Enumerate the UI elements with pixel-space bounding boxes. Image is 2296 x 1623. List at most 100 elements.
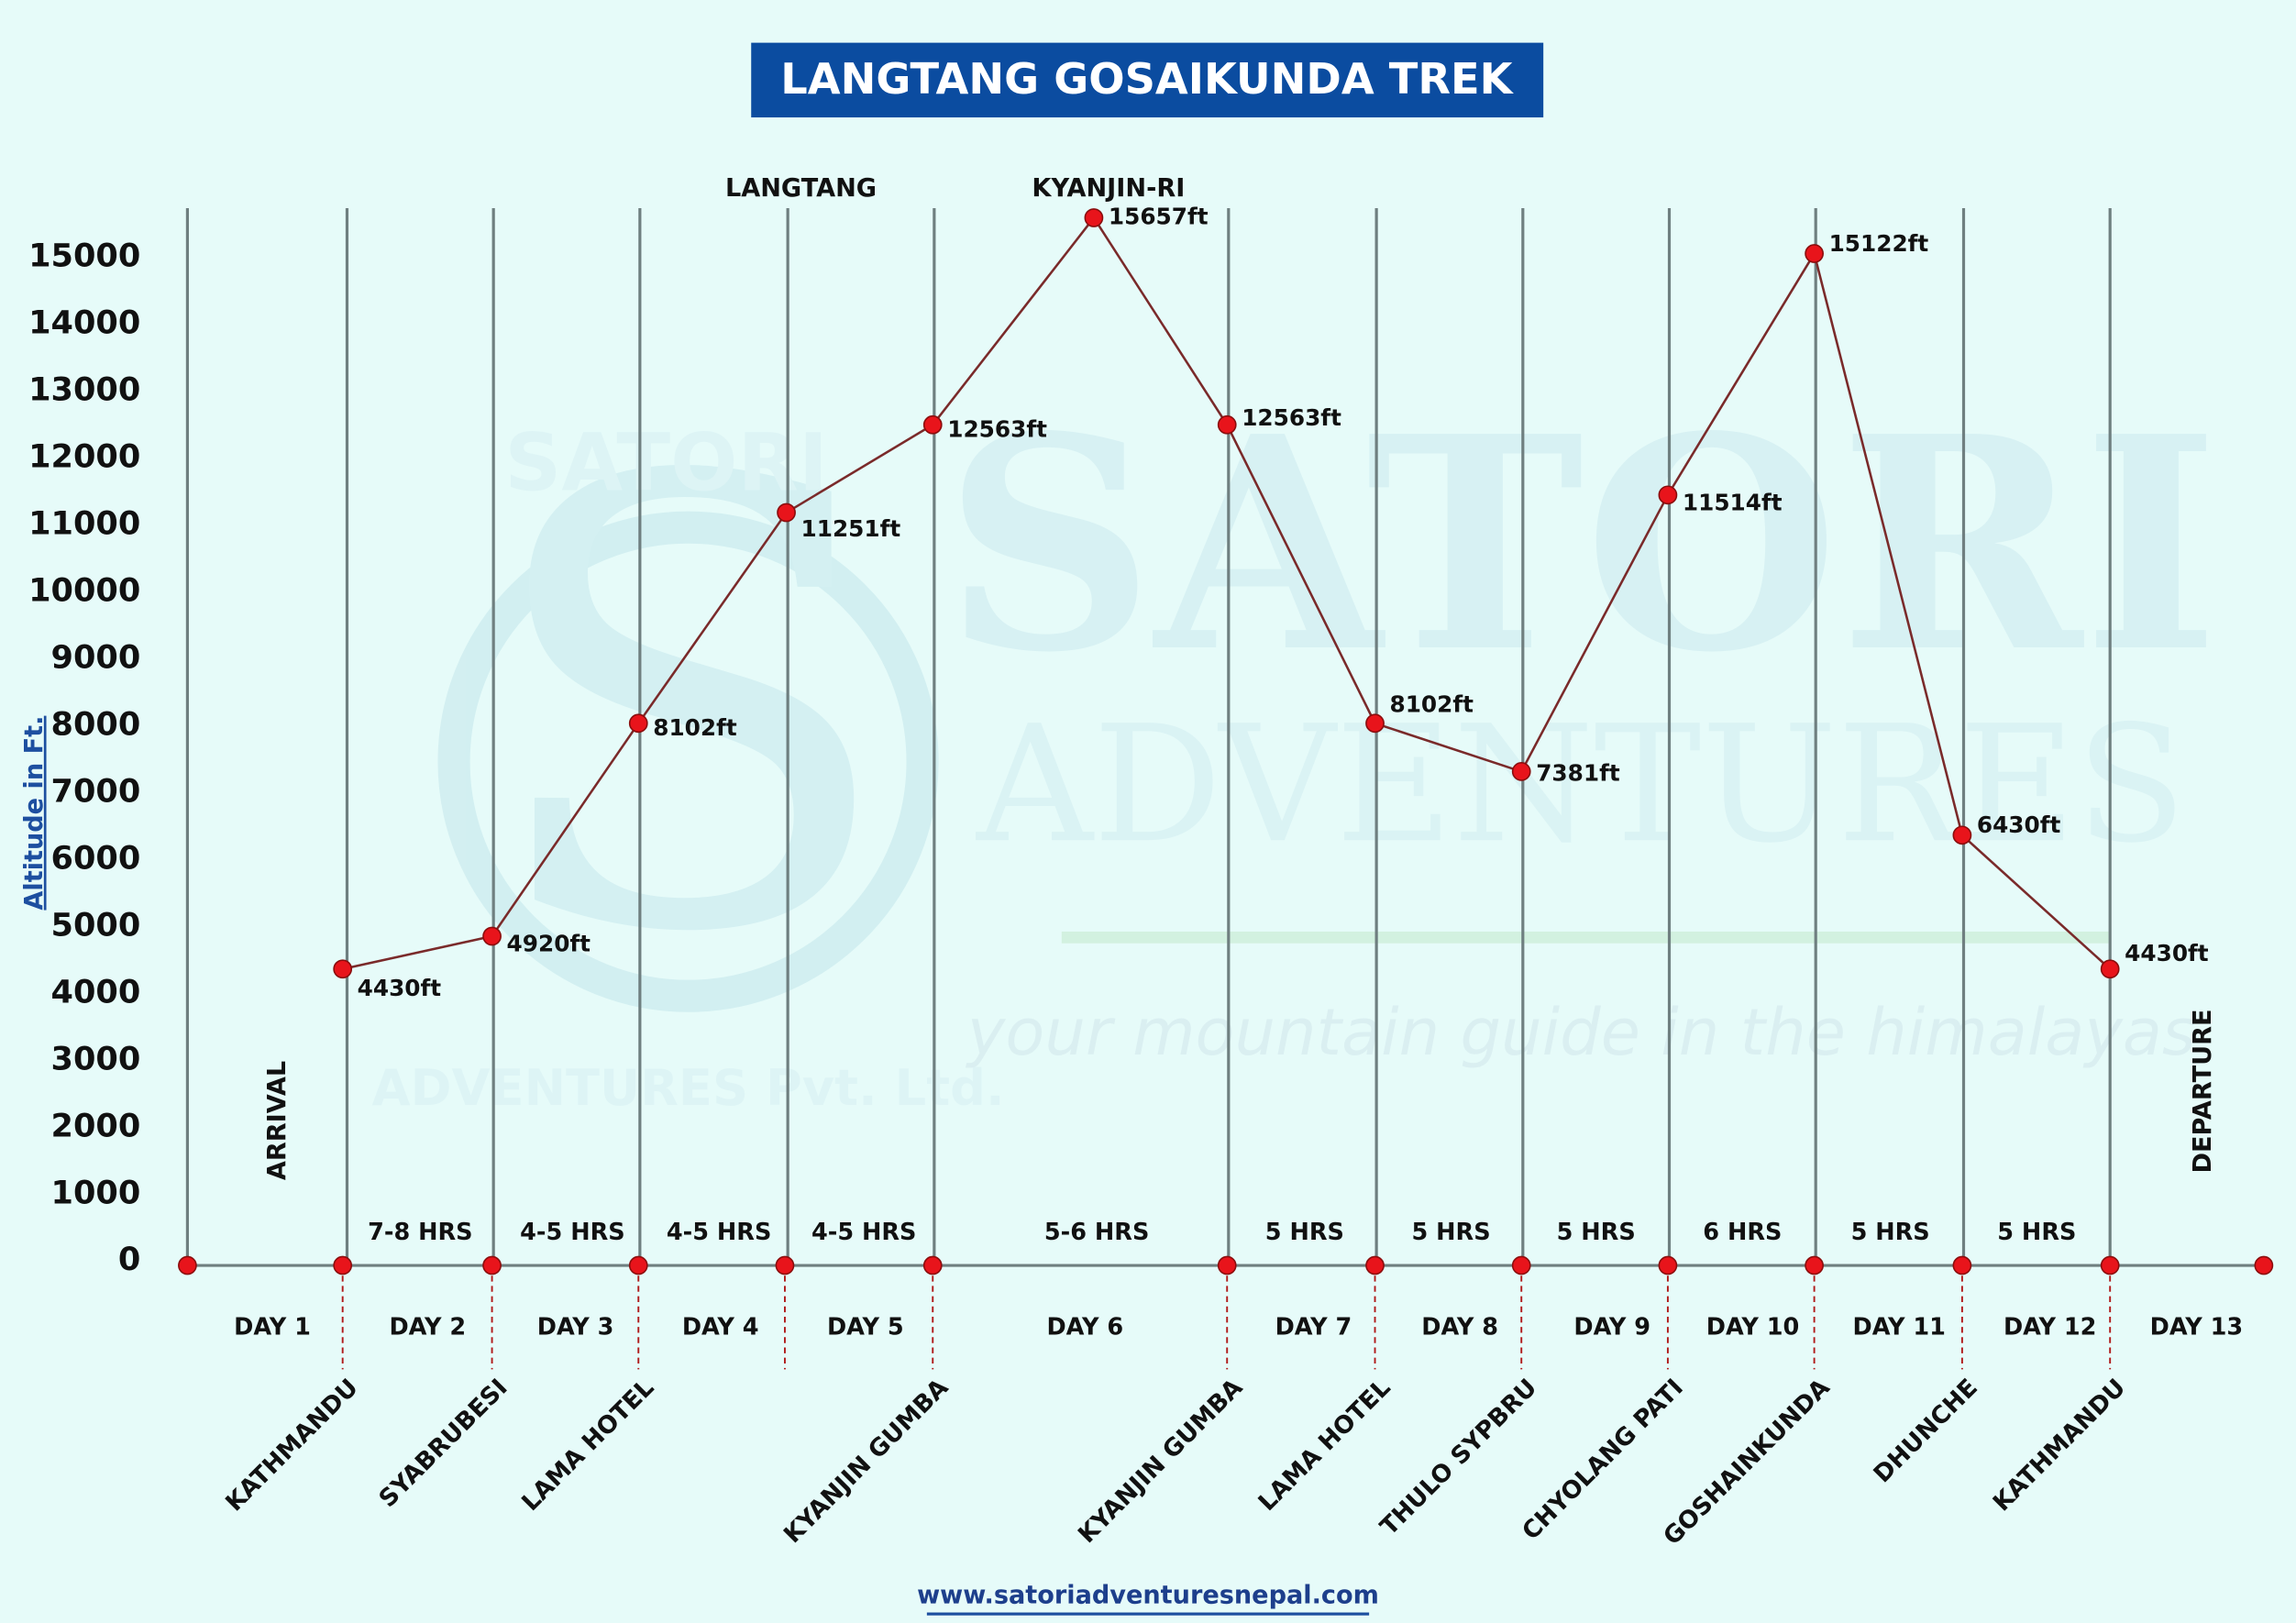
value-label: 15122ft (1829, 230, 1929, 257)
value-label: 11514ft (1683, 489, 1783, 515)
day-label: DAY 1 (234, 1314, 311, 1341)
footer-url[interactable]: www.satoriadventuresnepal.com (917, 1581, 1379, 1609)
y-tick-label: 6000 (51, 839, 141, 877)
altitude-point (777, 502, 796, 523)
base-dot (1805, 1255, 1824, 1275)
y-tick-label: 10000 (28, 572, 140, 610)
day-label: DAY 7 (1275, 1314, 1352, 1341)
altitude-point (333, 959, 353, 979)
y-tick-label: 15000 (28, 237, 140, 275)
day-label: DAY 8 (1421, 1314, 1498, 1341)
summit-label: LANGTANG (725, 174, 877, 203)
day-label: DAY 10 (1706, 1314, 1799, 1341)
altitude-point (922, 414, 943, 435)
y-tick-label: 0 (118, 1241, 140, 1278)
y-tick-label: 1000 (51, 1174, 141, 1211)
day-label: DAY 9 (1573, 1314, 1650, 1341)
y-tick-label: 7000 (51, 772, 141, 810)
base-dot (628, 1255, 648, 1275)
day-label: DAY 4 (682, 1314, 759, 1341)
altitude-point (2100, 959, 2120, 979)
base-dot (775, 1255, 795, 1275)
watermark: S SATORI ADVENTURES Pvt. Ltd. SATORI ADV… (371, 351, 2219, 1117)
base-dot (178, 1255, 197, 1275)
duration-label: 5 HRS (1265, 1219, 1344, 1246)
duration-label: 4-5 HRS (520, 1219, 625, 1246)
title-box (751, 42, 1544, 118)
y-tick-label: 9000 (51, 638, 141, 676)
base-dot (1658, 1255, 1678, 1275)
base-dot (1365, 1255, 1385, 1275)
watermark-brand: SATORI (944, 373, 2220, 717)
logo-ring (437, 511, 939, 1012)
value-label: 4920ft (507, 931, 591, 957)
y-tick-label: 11000 (28, 505, 140, 543)
base-dot (333, 1255, 353, 1275)
value-label: 4430ft (358, 975, 442, 1001)
arrival-label: ARRIVAL (263, 1061, 292, 1180)
duration-label: 4-5 HRS (667, 1219, 772, 1246)
y-tick-label: 2000 (51, 1107, 141, 1144)
day-label: DAY 6 (1046, 1314, 1123, 1341)
watermark-rule (1061, 931, 2109, 944)
day-label: DAY 12 (2003, 1314, 2096, 1341)
day-label: DAY 5 (827, 1314, 904, 1341)
base-dot (482, 1255, 502, 1275)
watermark-tagline: your mountain guide in the himalayas (966, 995, 2196, 1070)
base-dot (1217, 1255, 1237, 1275)
footer-underline (926, 1612, 1370, 1616)
y-tick-label: 3000 (51, 1040, 141, 1077)
duration-label: 5-6 HRS (1044, 1219, 1150, 1246)
value-label: 12563ft (1242, 404, 1341, 431)
duration-label: 6 HRS (1703, 1219, 1782, 1246)
value-label: 8102ft (1389, 691, 1474, 718)
logo-bottom-text: ADVENTURES Pvt. Ltd. (371, 1059, 1004, 1117)
altitude-point (1084, 208, 1104, 227)
y-tick-label: 4000 (51, 973, 141, 1010)
y-tick-label: 13000 (28, 371, 140, 409)
value-label: 8102ft (653, 714, 737, 741)
base-dot (2254, 1255, 2274, 1275)
altitude-point (1511, 762, 1531, 781)
departure-label: DEPARTURE (2189, 1009, 2217, 1173)
altitude-point (1658, 485, 1678, 505)
value-label: 4430ft (2125, 940, 2209, 966)
day-label: DAY 11 (1852, 1314, 1945, 1341)
altitude-point (1805, 244, 1824, 263)
value-label: 11251ft (801, 515, 901, 542)
day-label: DAY 2 (389, 1314, 466, 1341)
duration-label: 5 HRS (1997, 1219, 2076, 1246)
base-dot (922, 1255, 943, 1275)
logo-letter: S (478, 351, 899, 1067)
y-tick-label: 12000 (28, 438, 140, 476)
altitude-point (1952, 825, 1972, 845)
day-label: DAY 3 (537, 1314, 614, 1341)
duration-label: 5 HRS (1557, 1219, 1636, 1246)
watermark-brand-sub: ADVENTURES (975, 691, 2186, 878)
value-label: 7381ft (1536, 760, 1620, 787)
value-label: 6430ft (1977, 812, 2061, 838)
value-label: 15657ft (1109, 203, 1209, 229)
y-tick-label: 14000 (28, 304, 140, 342)
altitude-point (1365, 713, 1385, 734)
duration-label: 5 HRS (1851, 1219, 1930, 1246)
altitude-point (1217, 414, 1237, 435)
chart-title: LANGTANG GOSAIKUNDA TREK (780, 54, 1514, 104)
duration-label: 4-5 HRS (811, 1219, 917, 1246)
duration-label: 5 HRS (1412, 1219, 1491, 1246)
summit-label: KYANJIN-RI (1032, 174, 1185, 203)
day-label: DAY 13 (2150, 1314, 2243, 1341)
duration-label: 7-8 HRS (368, 1219, 473, 1246)
y-axis-label: Altitude in Ft. (20, 716, 49, 911)
base-dot (2100, 1255, 2120, 1275)
altitude-point (482, 926, 502, 946)
base-dot (1511, 1255, 1531, 1275)
y-tick-label: 5000 (51, 906, 141, 944)
base-dot (1952, 1255, 1972, 1275)
logo-top-text: SATORI (504, 418, 828, 510)
altitude-point (628, 713, 648, 734)
y-tick-label: 8000 (51, 705, 141, 743)
